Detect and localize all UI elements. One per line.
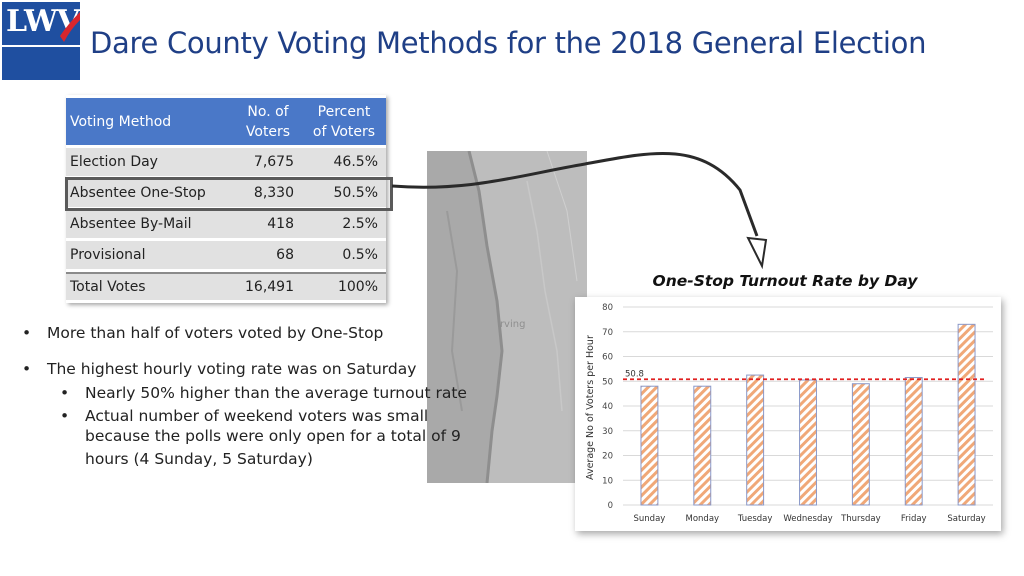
bullet-item: • The highest hourly voting rate was on S… <box>22 360 417 378</box>
row-voters: 418 <box>234 210 302 238</box>
table-row: Absentee One-Stop 8,330 50.5% <box>66 179 386 207</box>
row-voters: 7,675 <box>234 148 302 176</box>
voting-methods-table: Voting Method No. of Voters Percent of V… <box>66 95 386 303</box>
x-tick-label: Monday <box>686 514 720 524</box>
map-label: Irving <box>497 319 525 330</box>
sub-bullet-item: • Nearly 50% higher than the average turn… <box>60 384 467 402</box>
y-tick-label: 0 <box>608 501 613 511</box>
x-tick-label: Tuesday <box>737 514 773 524</box>
y-tick-label: 50 <box>602 377 613 387</box>
lwv-logo: LWV <box>2 2 80 80</box>
bar <box>693 385 712 506</box>
row-method: Absentee One-Stop <box>66 179 234 207</box>
y-tick-label: 20 <box>602 452 613 462</box>
x-tick-label: Sunday <box>634 514 666 524</box>
sub-bullet-text: Nearly 50% higher than the average turno… <box>85 384 467 402</box>
y-tick-label: 80 <box>602 303 613 313</box>
header-percent-line2: of Voters <box>312 123 376 140</box>
header-percent-line1: Percent <box>317 103 371 120</box>
bar <box>957 323 976 506</box>
chart-y-axis-label: Average No of Voters per Hour <box>585 335 596 480</box>
chart-title: One-Stop Turnout Rate by Day <box>652 272 918 290</box>
bullet-item: • More than half of voters voted by One-S… <box>22 324 384 342</box>
sub-bullet-text-cont: hours (4 Sunday, 5 Saturday) <box>85 450 313 468</box>
page-title: Dare County Voting Methods for the 2018 … <box>90 26 927 60</box>
table-total-row: Total Votes 16,491 100% <box>66 272 386 300</box>
y-tick-label: 10 <box>602 476 613 486</box>
chart-labels: 0 10 20 30 40 50 60 70 80 Sunday Monday Tuesday Wedn… <box>602 303 986 524</box>
row-percent: 50.5% <box>302 179 386 207</box>
bar <box>904 377 923 506</box>
bar <box>640 385 659 506</box>
sub-bullet-item: • Actual number of weekend voters was sma… <box>60 407 461 471</box>
y-tick-label: 60 <box>602 353 613 363</box>
sub-bullet-text: Actual number of weekend voters was smal… <box>85 407 429 425</box>
table-header-row: Voting Method No. of Voters Percent of V… <box>66 98 386 145</box>
total-percent: 100% <box>302 272 386 300</box>
table-row: Election Day 7,675 46.5% <box>66 148 386 176</box>
x-tick-label: Friday <box>901 514 927 524</box>
row-voters: 68 <box>234 241 302 269</box>
chart-bars <box>623 323 987 506</box>
y-tick-label: 40 <box>602 402 613 412</box>
logo-swoosh-icon <box>2 12 80 47</box>
x-tick-label: Thursday <box>840 514 881 524</box>
header-voters-line1: No. of <box>247 103 289 120</box>
bar <box>746 374 765 506</box>
bullet-text: The highest hourly voting rate was on Sa… <box>47 360 417 378</box>
x-tick-label: Wednesday <box>783 514 832 524</box>
row-voters: 8,330 <box>234 179 302 207</box>
table-row: Provisional 68 0.5% <box>66 241 386 269</box>
header-percent-of-voters: Percent of Voters <box>302 98 386 145</box>
bar <box>851 383 870 506</box>
header-no-of-voters: No. of Voters <box>234 98 302 145</box>
turnout-chart: 0 10 20 30 40 50 60 70 80 Sunday Monday Tuesday Wedn… <box>575 297 1001 531</box>
header-voters-line2: Voters <box>245 123 291 140</box>
row-percent: 46.5% <box>302 148 386 176</box>
bullet-text: More than half of voters voted by One-St… <box>47 324 384 342</box>
header-voting-method: Voting Method <box>66 98 234 145</box>
one-stop-highlight-box <box>65 177 393 211</box>
row-method: Election Day <box>66 148 234 176</box>
row-method: Provisional <box>66 241 234 269</box>
y-tick-label: 70 <box>602 328 613 338</box>
table-row: Absentee By-Mail 418 2.5% <box>66 210 386 238</box>
x-tick-label: Saturday <box>947 514 985 524</box>
y-tick-label: 30 <box>602 427 613 437</box>
chart-svg: 0 10 20 30 40 50 60 70 80 Sunday Monday Tuesday Wedn… <box>602 303 993 524</box>
row-method: Absentee By-Mail <box>66 210 234 238</box>
total-method: Total Votes <box>66 272 234 300</box>
row-percent: 0.5% <box>302 241 386 269</box>
bar <box>799 379 817 506</box>
total-voters: 16,491 <box>234 272 302 300</box>
average-label: 50.8 <box>625 369 644 379</box>
sub-bullet-text-cont: because the polls were only open for a t… <box>85 427 461 445</box>
row-percent: 2.5% <box>302 210 386 238</box>
